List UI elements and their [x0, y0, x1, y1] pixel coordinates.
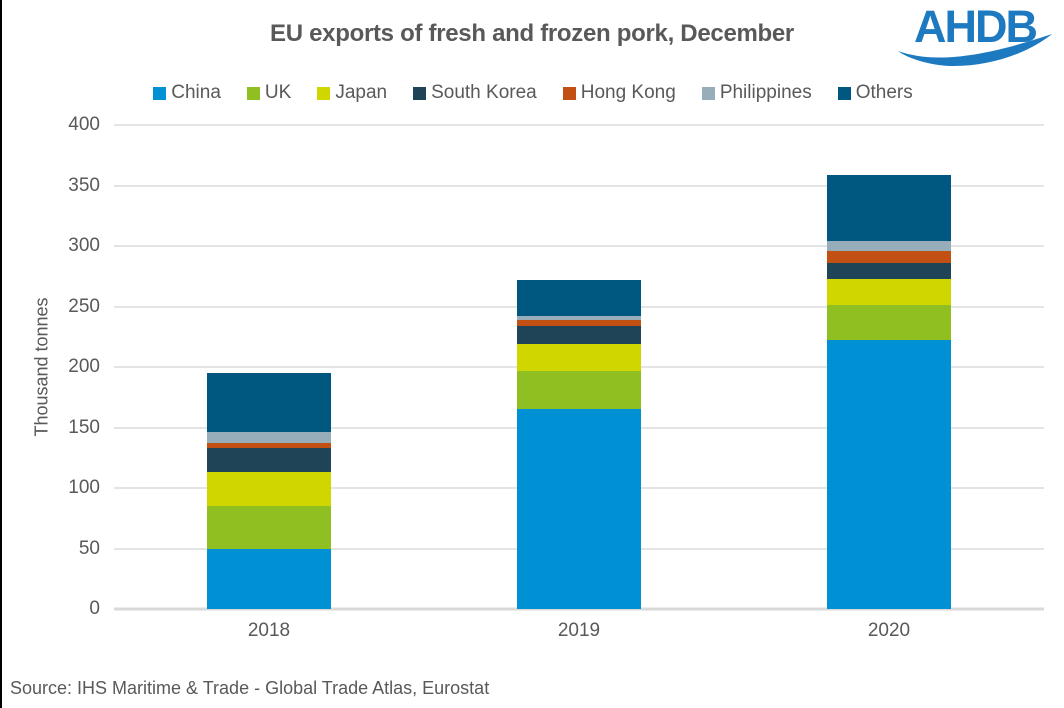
gridline-0: [114, 607, 1044, 611]
gridline-300: [114, 245, 1044, 247]
legend-label-uk: UK: [264, 82, 292, 103]
y-tick-label-100: 100: [68, 477, 100, 498]
bar-segment-2020-hong-kong[interactable]: [827, 250, 951, 264]
y-tick-label-300: 300: [68, 235, 100, 256]
legend-item-philippines[interactable]: Philippines: [701, 82, 812, 104]
bar-segment-2019-philippines[interactable]: [517, 316, 641, 320]
legend-item-china[interactable]: China: [153, 82, 221, 104]
y-tick-label-400: 400: [68, 114, 100, 135]
bar-segment-2020-philippines[interactable]: [827, 241, 951, 251]
bars: [114, 125, 1044, 609]
legend-swatch-others: [837, 86, 851, 100]
bar-slot-2018: [114, 125, 424, 609]
bar-slot-2020: [734, 125, 1044, 609]
gridline-350: [114, 184, 1044, 187]
legend-item-japan[interactable]: Japan: [317, 82, 387, 104]
ahdb-logo-text: AHDB: [914, 4, 1036, 52]
plot-area: 0 50 100 150 200 250 300 350 400: [68, 114, 1044, 619]
legend-label-hong-kong: Hong Kong: [580, 82, 676, 103]
legend-label-others: Others: [855, 82, 913, 103]
bar-segment-2020-uk[interactable]: [827, 305, 951, 341]
bar-segment-2018-others[interactable]: [207, 373, 331, 433]
bar-segment-2019-south-korea[interactable]: [517, 326, 641, 345]
x-axis-labels: 2018 2019 2020: [114, 620, 1044, 642]
bar-slot-2019: [424, 125, 734, 609]
bar-segment-2019-others[interactable]: [517, 280, 641, 317]
bar-segment-2020-south-korea[interactable]: [827, 263, 951, 279]
source-note: Source: IHS Maritime & Trade - Global Tr…: [10, 678, 490, 698]
stacked-bar-2020[interactable]: [827, 174, 951, 609]
stacked-bar-2018[interactable]: [207, 373, 331, 609]
x-tick-label-2019: 2019: [557, 620, 601, 641]
bar-segment-2018-china[interactable]: [207, 548, 331, 609]
bar-segment-2019-hong-kong[interactable]: [517, 319, 641, 327]
bar-segment-2019-china[interactable]: [517, 409, 641, 609]
y-tick-label-250: 250: [68, 295, 100, 317]
gridline-400: [114, 124, 1044, 126]
legend-item-uk[interactable]: UK: [246, 82, 292, 104]
legend-item-hong-kong[interactable]: Hong Kong: [562, 82, 676, 104]
legend-swatch-uk: [246, 86, 260, 100]
y-tick-label-0: 0: [89, 598, 100, 619]
ahdb-logo: AHDB: [898, 4, 1052, 67]
legend-item-others[interactable]: Others: [837, 82, 913, 104]
ahdb-logo-swoosh: [898, 34, 1052, 67]
bar-segment-2018-uk[interactable]: [207, 506, 331, 549]
legend-swatch-hong-kong: [562, 86, 576, 100]
y-tick-label-350: 350: [68, 174, 100, 196]
bar-segment-2019-uk[interactable]: [517, 370, 641, 410]
legend-swatch-philippines: [701, 86, 715, 100]
bar-segment-2018-philippines[interactable]: [207, 432, 331, 444]
x-tick-label-2018: 2018: [247, 620, 291, 641]
bar-segment-2020-japan[interactable]: [827, 278, 951, 306]
legend-label-philippines: Philippines: [719, 82, 812, 103]
y-tick-label-150: 150: [68, 416, 100, 438]
bar-segment-2019-japan[interactable]: [517, 344, 641, 371]
bar-segment-2018-japan[interactable]: [207, 472, 331, 507]
stacked-bar-2019[interactable]: [517, 280, 641, 609]
bar-segment-2018-south-korea[interactable]: [207, 448, 331, 473]
legend: China UK Japan South Korea Hong Kong Philippi…: [2, 82, 1064, 104]
legend-label-china: China: [171, 82, 221, 103]
legend-swatch-china: [153, 86, 167, 100]
legend-swatch-japan: [317, 86, 331, 100]
chart-title: EU exports of fresh and frozen pork, Dec…: [270, 20, 794, 47]
legend-label-japan: Japan: [335, 82, 388, 103]
bar-segment-2018-hong-kong[interactable]: [207, 443, 331, 449]
legend-item-south-korea[interactable]: South Korea: [413, 82, 537, 104]
bar-segment-2020-others[interactable]: [827, 174, 951, 242]
y-tick-label-200: 200: [68, 356, 100, 377]
x-tick-label-2020: 2020: [867, 620, 911, 641]
bar-segment-2020-china[interactable]: [827, 340, 951, 609]
legend-label-south-korea: South Korea: [431, 82, 537, 103]
y-tick-label-50: 50: [78, 537, 100, 559]
legend-swatch-south-korea: [413, 86, 427, 100]
